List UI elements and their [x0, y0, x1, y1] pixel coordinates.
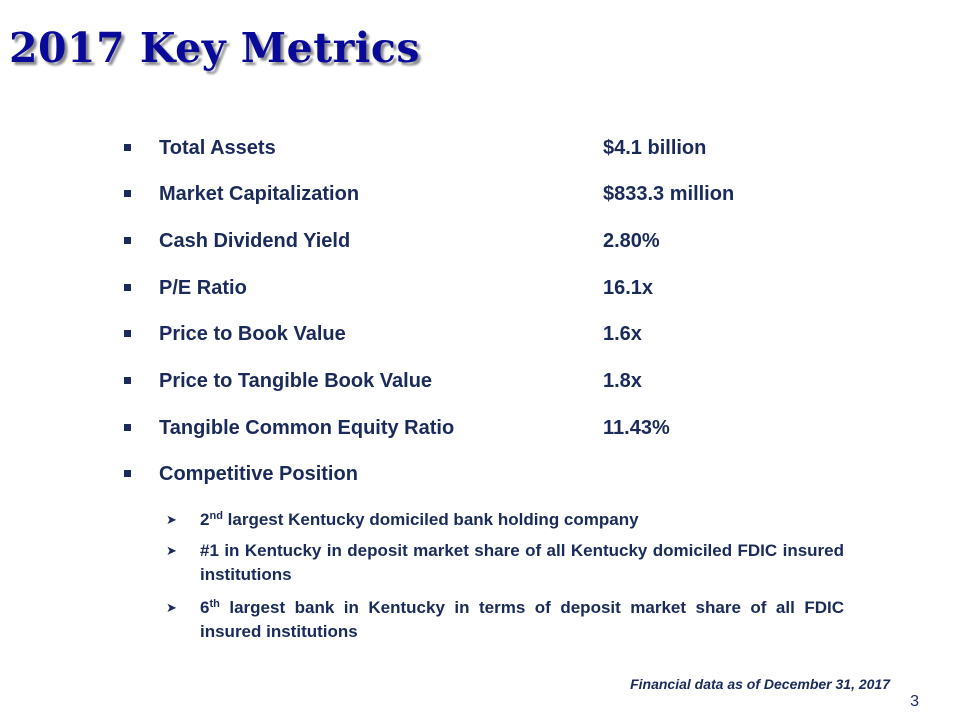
competitive-item: ➤ #1 in Kentucky in deposit market share…: [166, 539, 844, 587]
competitive-text: 6th largest bank in Kentucky in terms of…: [200, 598, 844, 641]
competitive-text: 2nd largest Kentucky domiciled bank hold…: [200, 510, 639, 529]
footnote: Financial data as of December 31, 2017: [630, 676, 890, 692]
square-bullet-icon: [124, 284, 131, 291]
arrow-bullet-icon: ➤: [166, 600, 177, 615]
metric-label: Price to Book Value: [159, 323, 346, 345]
metric-row: Price to Book Value 1.6x: [0, 321, 960, 347]
page-number: 3: [910, 693, 919, 710]
metric-value: $4.1 billion: [603, 137, 707, 159]
metric-label: Cash Dividend Yield: [159, 230, 351, 252]
arrow-bullet-icon: ➤: [166, 543, 177, 558]
metric-value: 11.43%: [603, 417, 670, 439]
metric-label: P/E Ratio: [159, 277, 247, 299]
metric-value: 1.6x: [603, 323, 642, 345]
square-bullet-icon: [124, 237, 131, 244]
page-title: 2017 Key Metrics: [9, 24, 420, 72]
square-bullet-icon: [124, 470, 131, 477]
metric-label: Tangible Common Equity Ratio: [159, 417, 455, 439]
competitive-text: #1 in Kentucky in deposit market share o…: [200, 541, 844, 584]
metric-row: Tangible Common Equity Ratio 11.43%: [0, 415, 960, 441]
square-bullet-icon: [124, 424, 131, 431]
metric-row: Competitive Position: [0, 461, 960, 487]
square-bullet-icon: [124, 190, 131, 197]
metric-row: P/E Ratio 16.1x: [0, 275, 960, 301]
metric-value: $833.3 million: [603, 183, 735, 205]
metric-value: 16.1x: [603, 277, 654, 299]
square-bullet-icon: [124, 377, 131, 384]
metric-label: Total Assets: [159, 137, 276, 159]
metric-row: Cash Dividend Yield 2.80%: [0, 228, 960, 254]
competitive-item: ➤ 2nd largest Kentucky domiciled bank ho…: [166, 508, 844, 532]
metric-row: Price to Tangible Book Value 1.8x: [0, 368, 960, 394]
metric-label: Competitive Position: [159, 463, 358, 485]
square-bullet-icon: [124, 330, 131, 337]
metric-label: Market Capitalization: [159, 183, 360, 205]
metric-value: 2.80%: [603, 230, 660, 252]
metric-value: 1.8x: [603, 370, 642, 392]
arrow-bullet-icon: ➤: [166, 512, 177, 527]
metric-row: Total Assets $4.1 billion: [0, 135, 960, 161]
metric-label: Price to Tangible Book Value: [159, 370, 433, 392]
square-bullet-icon: [124, 144, 131, 151]
metric-row: Market Capitalization $833.3 million: [0, 181, 960, 207]
competitive-item: ➤ 6th largest bank in Kentucky in terms …: [166, 596, 844, 644]
